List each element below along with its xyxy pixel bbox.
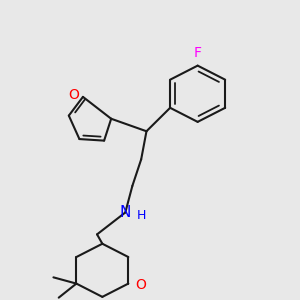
Text: O: O [135,278,146,292]
Text: H: H [136,209,146,222]
Text: N: N [120,205,131,220]
Text: O: O [69,88,80,102]
Text: F: F [194,46,202,60]
